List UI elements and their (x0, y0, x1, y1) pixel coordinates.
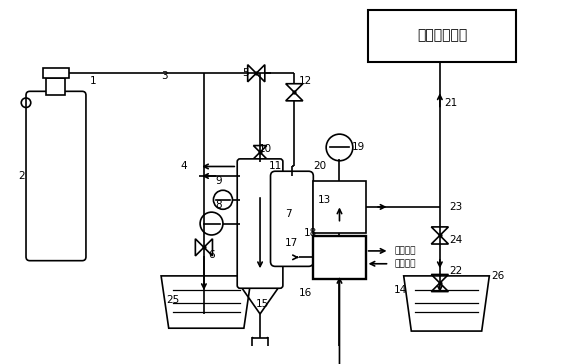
Text: 冷水进口: 冷水进口 (394, 259, 416, 268)
Text: 12: 12 (299, 76, 312, 86)
Text: 8: 8 (215, 199, 222, 210)
Text: 冷水出口: 冷水出口 (394, 246, 416, 256)
Text: 3: 3 (161, 71, 168, 81)
Text: 24: 24 (449, 235, 463, 245)
Text: 16: 16 (299, 288, 312, 298)
Text: 1: 1 (90, 76, 96, 86)
FancyBboxPatch shape (270, 171, 314, 266)
Bar (47, 78, 66, 95)
Text: 17: 17 (285, 238, 298, 248)
Text: 26: 26 (491, 271, 504, 281)
Text: 13: 13 (318, 195, 332, 205)
Bar (369, 9, 516, 62)
Text: 15: 15 (256, 300, 269, 309)
Bar (314, 236, 366, 279)
Text: 23: 23 (449, 202, 463, 212)
Text: 6: 6 (209, 250, 215, 260)
Text: 11: 11 (269, 162, 282, 171)
Text: 21: 21 (445, 98, 458, 108)
Text: 5: 5 (242, 68, 249, 78)
Text: 10: 10 (259, 145, 272, 154)
FancyBboxPatch shape (26, 91, 86, 261)
Text: 9: 9 (215, 176, 222, 186)
Text: 18: 18 (304, 228, 317, 238)
Text: 7: 7 (285, 209, 291, 219)
Text: 25: 25 (166, 295, 179, 305)
Text: 20: 20 (314, 162, 327, 171)
Text: 22: 22 (449, 266, 463, 276)
Text: 高压反应系统: 高压反应系统 (417, 29, 467, 43)
Text: 4: 4 (180, 162, 187, 171)
Bar (314, 181, 366, 233)
Text: 19: 19 (351, 142, 365, 153)
Bar (43, 68, 70, 78)
FancyBboxPatch shape (237, 159, 283, 288)
Text: 2: 2 (19, 171, 25, 181)
Text: 14: 14 (394, 285, 407, 295)
Bar (252, 338, 268, 349)
